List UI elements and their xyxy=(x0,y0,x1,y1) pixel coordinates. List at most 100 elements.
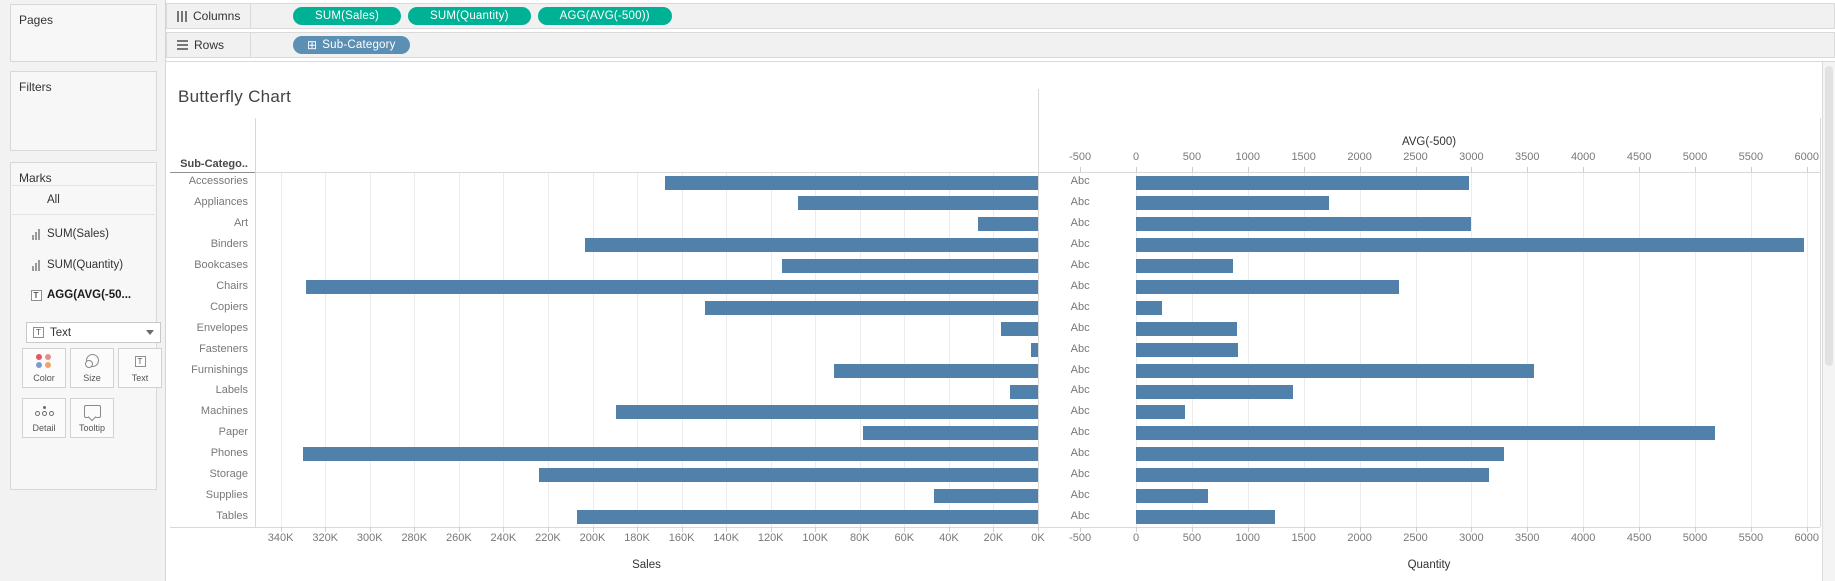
row-label[interactable]: Machines xyxy=(200,405,248,418)
grid-line xyxy=(815,173,817,528)
axis-tick xyxy=(1639,527,1641,533)
bar-quantity[interactable] xyxy=(1136,363,1535,378)
mark-type-dropdown[interactable]: T Text xyxy=(26,322,161,343)
row-label[interactable]: Art xyxy=(233,217,248,230)
bar-quantity[interactable] xyxy=(1136,342,1239,357)
bar-sales[interactable] xyxy=(798,196,1038,211)
abc-text-mark[interactable]: Abc xyxy=(1070,279,1090,292)
bar-sales[interactable] xyxy=(977,217,1038,232)
axis-tick xyxy=(1471,167,1473,172)
bar-sales[interactable] xyxy=(576,509,1038,524)
bar-quantity[interactable] xyxy=(1136,447,1504,462)
bar-sales[interactable] xyxy=(934,489,1038,503)
bar-quantity[interactable] xyxy=(1136,509,1275,524)
row-label[interactable]: Fasteners xyxy=(199,342,248,355)
row-label[interactable]: Appliances xyxy=(194,196,248,209)
text-button[interactable]: T Text xyxy=(118,348,162,388)
axis-tick-label: 3000 xyxy=(1459,151,1484,163)
pill-agg-avg-500[interactable]: AGG(AVG(-500)) xyxy=(537,7,672,25)
marks-item-all[interactable]: All xyxy=(12,187,155,213)
bar-quantity[interactable] xyxy=(1136,175,1469,190)
bar-quantity[interactable] xyxy=(1136,259,1234,274)
bar-sales[interactable] xyxy=(833,363,1038,378)
abc-text-mark[interactable]: Abc xyxy=(1070,300,1090,313)
bar-sales[interactable] xyxy=(665,175,1038,190)
row-label[interactable]: Chairs xyxy=(216,279,248,292)
row-label[interactable]: Labels xyxy=(215,384,248,397)
axis-tick xyxy=(1806,527,1808,533)
abc-text-mark[interactable]: Abc xyxy=(1070,468,1090,481)
abc-text-mark[interactable]: Abc xyxy=(1070,363,1090,376)
abc-text-mark[interactable]: Abc xyxy=(1070,217,1090,230)
pages-shelf[interactable]: Pages xyxy=(10,4,157,62)
abc-text-mark[interactable]: Abc xyxy=(1070,447,1090,460)
bar-quantity[interactable] xyxy=(1136,426,1715,441)
color-button[interactable]: Color xyxy=(22,348,66,388)
detail-button[interactable]: Detail xyxy=(22,398,66,438)
size-button[interactable]: Size xyxy=(70,348,114,388)
bar-quantity[interactable] xyxy=(1136,238,1804,253)
row-header[interactable]: Sub-Catego.. xyxy=(180,158,248,170)
abc-text-mark[interactable]: Abc xyxy=(1070,426,1090,439)
size-icon xyxy=(85,349,99,373)
bar-sales[interactable] xyxy=(584,238,1038,253)
abc-text-mark[interactable]: Abc xyxy=(1070,259,1090,272)
abc-text-mark[interactable]: Abc xyxy=(1070,488,1090,501)
filters-shelf[interactable]: Filters xyxy=(10,71,157,151)
bar-quantity[interactable] xyxy=(1136,196,1330,211)
bar-quantity[interactable] xyxy=(1136,405,1186,420)
abc-text-mark[interactable]: Abc xyxy=(1070,321,1090,334)
pill-sub-category[interactable]: ⊞ Sub-Category xyxy=(293,36,410,54)
pill-sum-quantity[interactable]: SUM(Quantity) xyxy=(407,7,531,25)
axis-tick-label: 240K xyxy=(490,532,517,544)
pill-sum-sales[interactable]: SUM(Sales) xyxy=(293,7,401,25)
bar-quantity[interactable] xyxy=(1136,321,1238,336)
row-label[interactable]: Copiers xyxy=(210,300,248,313)
columns-shelf[interactable]: Columns SUM(Sales) SUM(Quantity) AGG(AVG… xyxy=(166,3,1835,29)
rows-shelf[interactable]: Rows ⊞ Sub-Category xyxy=(166,32,1835,58)
abc-text-mark[interactable]: Abc xyxy=(1070,238,1090,251)
bar-sales[interactable] xyxy=(306,280,1038,294)
abc-text-mark[interactable]: Abc xyxy=(1070,509,1090,522)
abc-text-mark[interactable]: Abc xyxy=(1070,196,1090,209)
bar-sales[interactable] xyxy=(302,447,1038,462)
row-label[interactable]: Envelopes xyxy=(196,321,248,334)
bar-sales[interactable] xyxy=(863,426,1038,441)
axis-tick-label: 2000 xyxy=(1347,532,1372,544)
row-label[interactable]: Furnishings xyxy=(191,363,248,376)
bar-sales[interactable] xyxy=(539,468,1038,483)
marks-item-sum-sales[interactable]: SUM(Sales) xyxy=(12,221,155,247)
abc-text-mark[interactable]: Abc xyxy=(1070,384,1090,397)
abc-text-mark[interactable]: Abc xyxy=(1070,342,1090,355)
bar-sales[interactable] xyxy=(616,405,1038,420)
bar-sales[interactable] xyxy=(704,300,1038,315)
axis-tick-label: 280K xyxy=(401,532,428,544)
bar-quantity[interactable] xyxy=(1136,489,1209,503)
bar-quantity[interactable] xyxy=(1136,280,1400,294)
row-label[interactable]: Tables xyxy=(216,509,248,522)
marks-item-sum-quantity[interactable]: SUM(Quantity) xyxy=(12,252,155,278)
bar-sales[interactable] xyxy=(1010,384,1038,399)
abc-text-mark[interactable]: Abc xyxy=(1070,175,1090,188)
bar-quantity[interactable] xyxy=(1136,300,1163,315)
bar-sales[interactable] xyxy=(1001,321,1038,336)
vertical-scrollbar[interactable] xyxy=(1822,62,1835,581)
bar-sales[interactable] xyxy=(1031,342,1038,357)
row-label[interactable]: Storage xyxy=(209,468,248,481)
row-label[interactable]: Binders xyxy=(210,238,248,251)
abc-text-mark[interactable]: Abc xyxy=(1070,405,1090,418)
row-label[interactable]: Accessories xyxy=(188,175,248,188)
tooltip-button[interactable]: Tooltip xyxy=(70,398,114,438)
row-label[interactable]: Paper xyxy=(218,426,248,439)
bar-quantity[interactable] xyxy=(1136,468,1490,483)
expand-plus-icon[interactable]: ⊞ xyxy=(307,38,318,52)
bar-sales[interactable] xyxy=(782,259,1038,274)
row-label[interactable]: Bookcases xyxy=(194,259,248,272)
bar-quantity[interactable] xyxy=(1136,384,1293,399)
row-label[interactable]: Phones xyxy=(210,447,248,460)
row-label[interactable]: Supplies xyxy=(205,488,248,501)
marks-item-agg-avg[interactable]: T AGG(AVG(-50... xyxy=(12,282,155,308)
scrollbar-thumb[interactable] xyxy=(1825,66,1833,366)
bar-quantity[interactable] xyxy=(1136,217,1472,232)
